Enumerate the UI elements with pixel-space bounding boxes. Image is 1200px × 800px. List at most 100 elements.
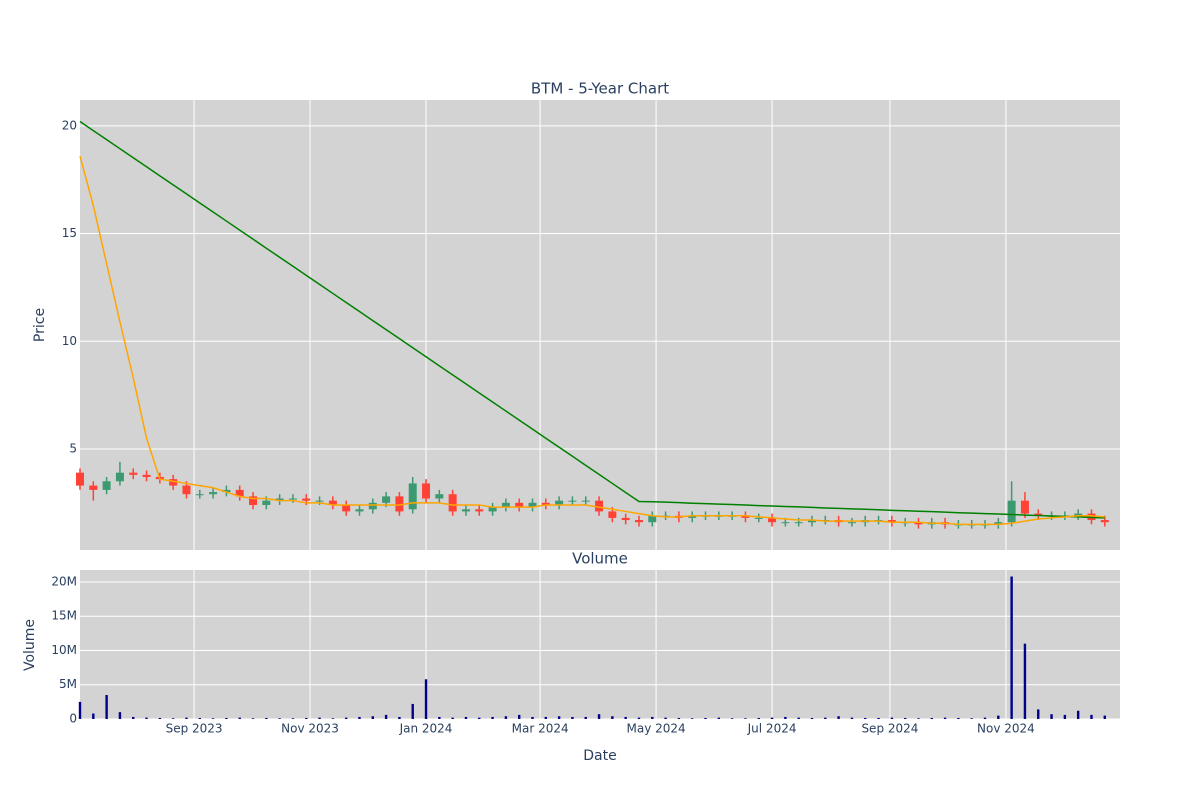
y-tick-label: 0: [69, 712, 77, 726]
volume-bar: [211, 718, 215, 719]
volume-bar: [491, 716, 494, 719]
volume-bar: [850, 717, 854, 719]
volume-bar: [757, 717, 760, 719]
candle-body: [288, 498, 297, 500]
x-axis-label: Date: [583, 748, 616, 764]
volume-bar: [531, 716, 534, 719]
volume-title: Volume: [572, 550, 628, 568]
volume-bar: [278, 718, 281, 719]
y-tick-label: 10: [62, 334, 77, 348]
y-tick-label: 5M: [59, 677, 77, 691]
volume-bar: [384, 714, 388, 719]
volume-bar: [770, 717, 774, 719]
candle-body: [648, 515, 657, 523]
candle-body: [768, 517, 777, 523]
x-tick-label: Nov 2024: [977, 722, 1035, 736]
moving-average-line: [79, 155, 1105, 526]
volume-bar: [451, 717, 454, 719]
volume-bar: [704, 717, 707, 719]
candle-body: [395, 496, 404, 512]
volume-bar: [611, 716, 614, 719]
candle-body: [182, 485, 191, 495]
candle-body: [1020, 500, 1029, 514]
volume-bar: [651, 716, 654, 719]
volume-bar: [544, 716, 548, 719]
volume-bar: [1063, 714, 1067, 719]
candle-body: [302, 498, 311, 501]
candle-body: [608, 511, 617, 518]
volume-bar: [597, 714, 601, 719]
candle-body: [129, 472, 138, 475]
candle-body: [1100, 520, 1109, 523]
volume-bar: [517, 714, 521, 719]
candle-body: [568, 500, 577, 502]
volume-bar: [185, 717, 188, 719]
volume-bar: [624, 716, 627, 719]
volume-bar: [943, 717, 947, 719]
candle-body: [382, 496, 391, 503]
candle-body: [115, 472, 124, 482]
volume-bar: [1076, 710, 1080, 719]
volume-bar: [970, 718, 973, 719]
volume-bar: [464, 716, 468, 719]
volume-bar: [571, 716, 574, 719]
volume-bar: [318, 717, 321, 719]
volume-bar: [1037, 709, 1040, 719]
candle-body: [249, 496, 258, 505]
candle-body: [1007, 500, 1016, 523]
candle-body: [528, 502, 537, 508]
volume-bar: [1023, 643, 1027, 719]
x-tick-label: Sep 2023: [166, 722, 223, 736]
volume-bar: [198, 717, 201, 719]
volume-bar: [478, 717, 481, 719]
volume-bar: [118, 712, 122, 719]
volume-bar: [744, 718, 747, 719]
candle-body: [887, 520, 896, 523]
candle-body: [262, 500, 271, 505]
candle-body: [914, 522, 923, 525]
volume-bar: [784, 716, 787, 719]
candle-body: [488, 507, 497, 512]
y-axis-label: Price: [32, 308, 48, 342]
volume-bar: [504, 716, 508, 719]
candle-body: [754, 517, 763, 519]
volume-bar: [1103, 715, 1106, 719]
candle-body: [994, 522, 1003, 525]
candle-body: [794, 522, 803, 524]
volume-bar: [1050, 714, 1053, 719]
candle-body: [89, 485, 98, 490]
candle-body: [1074, 513, 1083, 516]
volume-bar: [957, 717, 960, 719]
y-tick-label: 10M: [51, 643, 77, 657]
volume-bar: [664, 717, 667, 719]
candle-body: [422, 483, 431, 499]
volume-bar: [837, 716, 840, 719]
candle-body: [781, 522, 790, 524]
volume-bar: [930, 717, 933, 719]
volume-bar: [251, 718, 255, 719]
y-tick-label: 20: [62, 118, 77, 132]
volume-bar: [78, 701, 82, 719]
volume-bar: [584, 716, 587, 719]
candle-body: [448, 494, 457, 512]
volume-bar: [637, 717, 641, 719]
grid: [80, 100, 1120, 720]
volume-bar: [917, 718, 920, 719]
volume-bar: [238, 717, 241, 719]
volume-bar: [398, 716, 401, 719]
volume-bar: [358, 716, 361, 719]
candle-body: [435, 494, 444, 499]
candle-body: [355, 509, 364, 512]
volume-bar: [411, 703, 414, 719]
candle-body: [555, 500, 564, 505]
candle-body: [595, 500, 604, 512]
candle-body: [328, 500, 337, 505]
volume-bar: [730, 718, 734, 719]
volume-bar: [797, 717, 800, 719]
volume-bar: [1010, 576, 1013, 719]
candle-body: [142, 474, 151, 477]
price-plot-bg: [80, 100, 1120, 550]
candle-body: [515, 502, 524, 508]
candle-body: [807, 520, 816, 523]
